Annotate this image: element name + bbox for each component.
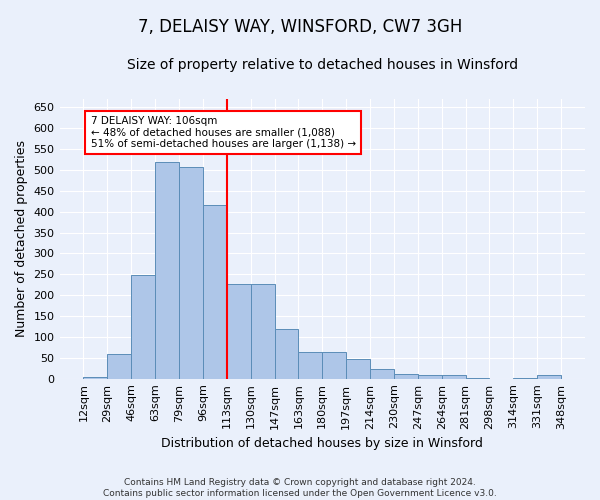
- Title: Size of property relative to detached houses in Winsford: Size of property relative to detached ho…: [127, 58, 518, 71]
- Bar: [370, 370, 394, 378]
- Bar: [251, 284, 275, 378]
- Bar: [107, 354, 131, 378]
- Text: 7 DELAISY WAY: 106sqm
← 48% of detached houses are smaller (1,088)
51% of semi-d: 7 DELAISY WAY: 106sqm ← 48% of detached …: [91, 116, 356, 149]
- Bar: [203, 206, 227, 378]
- Bar: [394, 374, 418, 378]
- Bar: [155, 162, 179, 378]
- Bar: [322, 352, 346, 378]
- Bar: [298, 352, 322, 378]
- X-axis label: Distribution of detached houses by size in Winsford: Distribution of detached houses by size …: [161, 437, 483, 450]
- Bar: [275, 330, 298, 378]
- Bar: [179, 166, 203, 378]
- Text: Contains HM Land Registry data © Crown copyright and database right 2024.
Contai: Contains HM Land Registry data © Crown c…: [103, 478, 497, 498]
- Bar: [227, 284, 251, 378]
- Y-axis label: Number of detached properties: Number of detached properties: [15, 140, 28, 338]
- Bar: [537, 376, 561, 378]
- Bar: [346, 360, 370, 378]
- Bar: [418, 376, 442, 378]
- Bar: [83, 376, 107, 378]
- Bar: [442, 376, 466, 378]
- Bar: [131, 275, 155, 378]
- Text: 7, DELAISY WAY, WINSFORD, CW7 3GH: 7, DELAISY WAY, WINSFORD, CW7 3GH: [138, 18, 462, 36]
